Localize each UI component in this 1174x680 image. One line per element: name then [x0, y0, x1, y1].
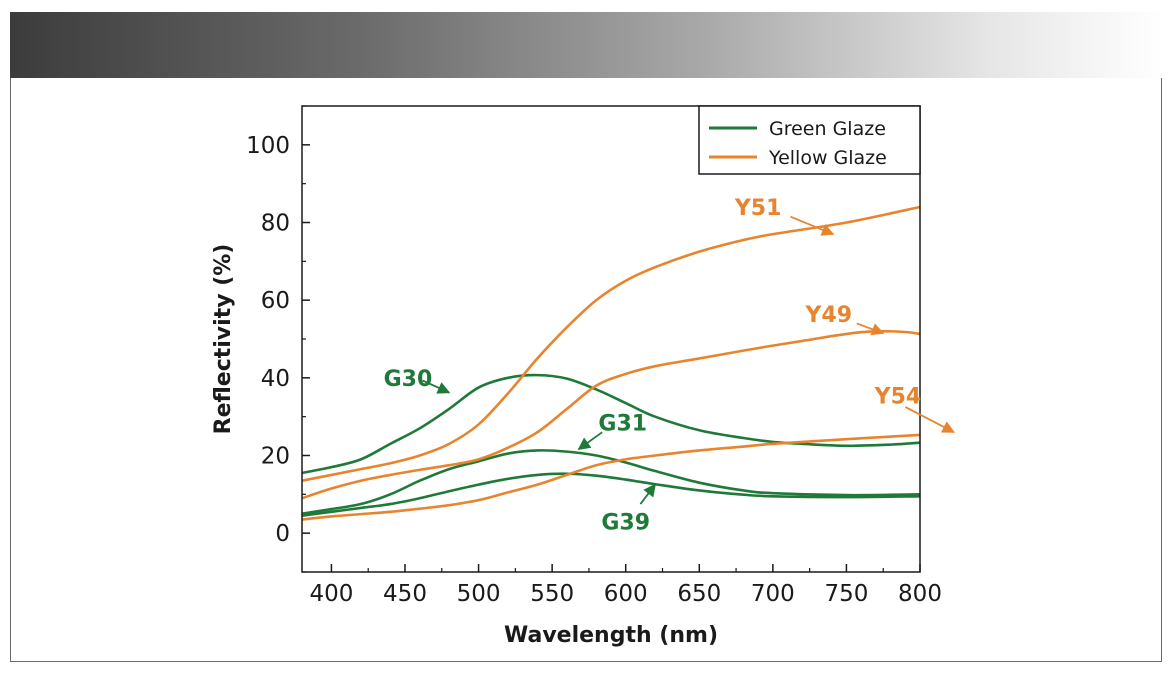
ticks-layer: 400 450 500 550 600 650 700 750 800 0 20 40 60 80 100 — [246, 105, 942, 607]
series-line-y54 — [302, 433, 920, 521]
header-gradient-bar — [10, 12, 1164, 78]
annotation-label-g30: G30 — [384, 367, 433, 392]
legend: Green Glaze Yellow Glaze — [698, 105, 921, 175]
x-tick-label: 400 — [309, 581, 353, 607]
annotation-layer: G30 G31 G39 Y51 Y49 Y54 — [384, 196, 955, 536]
y-tick-label: 60 — [261, 288, 290, 314]
x-tick-label: 450 — [383, 581, 427, 607]
y-tick-label: 80 — [261, 211, 290, 237]
annotation-arrow-g30 — [422, 379, 451, 394]
legend-label-green-glaze: Green Glaze — [769, 118, 886, 140]
annotation-arrow-g31 — [577, 431, 603, 451]
series-line-g31 — [302, 449, 920, 516]
y-tick-label: 20 — [261, 444, 290, 470]
figure-frame — [10, 78, 1162, 662]
x-tick-label: 500 — [457, 581, 501, 607]
y-tick-label: 40 — [261, 366, 290, 392]
series-line-y49 — [302, 329, 920, 500]
annotation-arrow-y51 — [790, 215, 835, 236]
series-line-y51 — [302, 205, 920, 483]
y-tick-label: 0 — [275, 521, 290, 547]
y-tick-label: 100 — [246, 133, 290, 159]
annotation-arrow-g39 — [639, 483, 656, 505]
annotation-label-y49: Y49 — [804, 303, 852, 328]
annotation-arrow-y49 — [856, 322, 885, 336]
annotation-label-g39: G39 — [601, 511, 650, 536]
legend-box — [698, 105, 921, 175]
x-axis-title: Wavelength (nm) — [504, 623, 718, 648]
series-line-g39 — [302, 472, 920, 517]
y-axis-title: Reflectivity (%) — [211, 244, 236, 435]
x-tick-label: 650 — [677, 581, 721, 607]
annotation-label-y54: Y54 — [874, 384, 922, 409]
x-tick-label: 550 — [530, 581, 574, 607]
series-layer — [302, 205, 920, 521]
x-tick-label: 600 — [604, 581, 648, 607]
annotation-arrow-y54 — [904, 406, 955, 433]
x-tick-label: 750 — [824, 581, 868, 607]
annotation-label-y51: Y51 — [734, 196, 782, 221]
annotation-label-g31: G31 — [598, 411, 647, 436]
x-tick-label: 700 — [751, 581, 795, 607]
x-tick-label: 800 — [898, 581, 942, 607]
series-line-g30 — [302, 373, 920, 475]
legend-label-yellow-glaze: Yellow Glaze — [768, 147, 887, 169]
